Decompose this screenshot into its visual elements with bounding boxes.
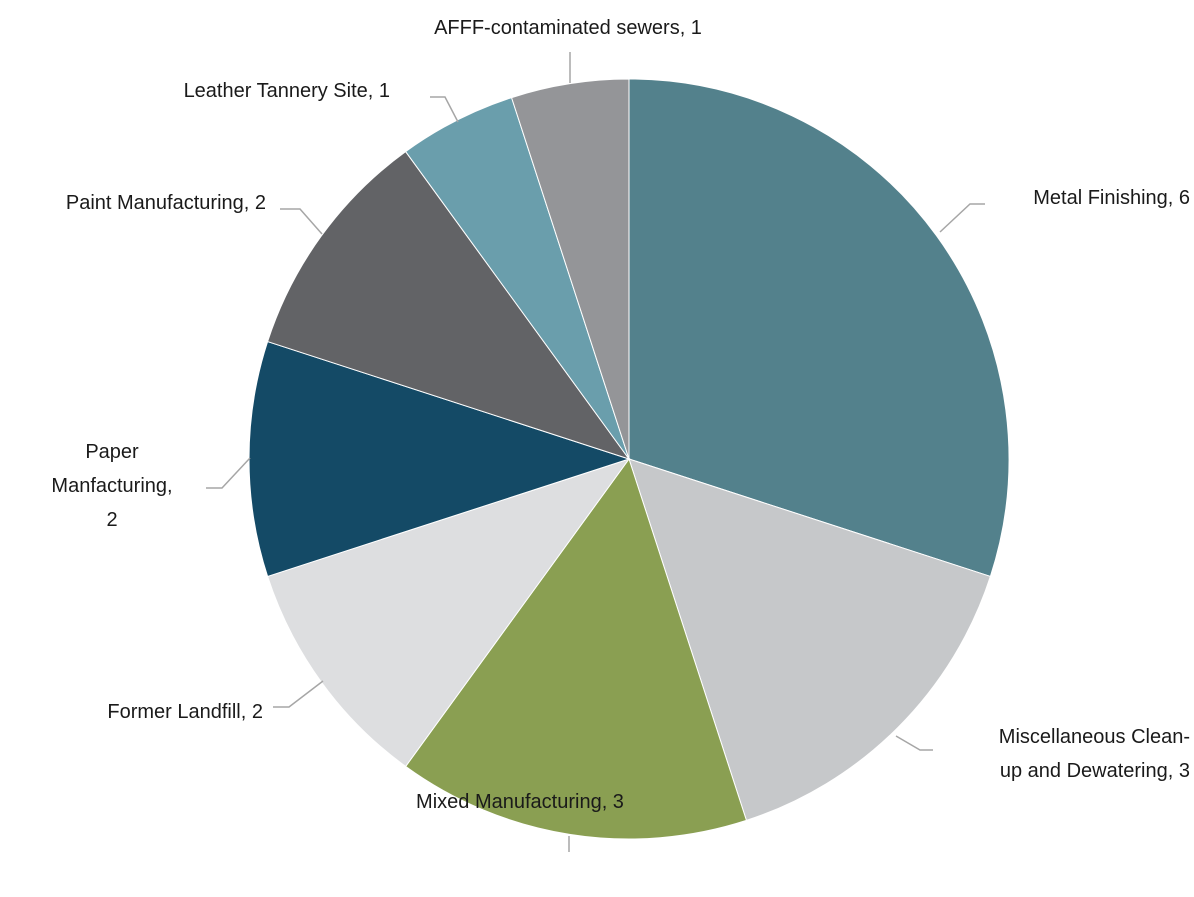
data-label-line: Miscellaneous Clean- [999, 726, 1190, 748]
pie-slice-mixed-manufacturing [404, 457, 748, 840]
leader-line-miscellaneous-clean-up-and-dewatering [895, 735, 933, 751]
leader-line-former-landfill [273, 680, 324, 708]
data-label-former-landfill: Former Landfill, 2 [107, 701, 263, 723]
data-label-metal-finishing: Metal Finishing, 6 [1033, 187, 1190, 209]
data-label-line: Manfacturing, [51, 475, 172, 497]
data-label-line: up and Dewatering, 3 [1000, 760, 1190, 782]
leader-line-leather-tannery-site [430, 96, 459, 123]
pie-slice-paint-manufacturing [266, 150, 631, 460]
leader-line-metal-finishing [939, 203, 985, 233]
data-label-line: Former Landfill, 2 [107, 701, 263, 723]
pie-slices [248, 78, 1010, 840]
data-label-afff-contaminated-sewers: AFFF-contaminated sewers, 1 [434, 17, 702, 39]
data-label-paint-manufacturing: Paint Manufacturing, 2 [66, 192, 266, 214]
data-label-line: Paint Manufacturing, 2 [66, 192, 266, 214]
data-label-line: Mixed Manufacturing, 3 [416, 791, 624, 813]
data-label-line: AFFF-contaminated sewers, 1 [434, 17, 702, 39]
data-label-line: Paper [85, 441, 139, 463]
data-label-paper-manfacturing: Paper Manfacturing, 2 [51, 441, 172, 531]
data-label-line: Metal Finishing, 6 [1033, 187, 1190, 209]
pie-slice-metal-finishing [628, 78, 1010, 578]
data-label-line: Leather Tannery Site, 1 [184, 80, 390, 102]
data-label-leather-tannery-site: Leather Tannery Site, 1 [184, 80, 390, 102]
leader-line-paint-manufacturing [280, 208, 323, 235]
data-label-miscellaneous-clean-up-and-dewatering: Miscellaneous Clean-up and Dewatering, 3 [999, 726, 1190, 782]
data-labels: Metal Finishing, 6 Miscellaneous Clean-up… [51, 17, 1190, 813]
data-label-line: 2 [106, 509, 117, 531]
leader-lines [206, 52, 985, 852]
pie-slice-miscellaneous-clean-up-and-dewatering [628, 458, 992, 822]
data-label-mixed-manufacturing: Mixed Manufacturing, 3 [416, 791, 624, 813]
leader-line-paper-manfacturing [206, 457, 251, 489]
pie-slice-afff-contaminated-sewers [510, 78, 630, 460]
